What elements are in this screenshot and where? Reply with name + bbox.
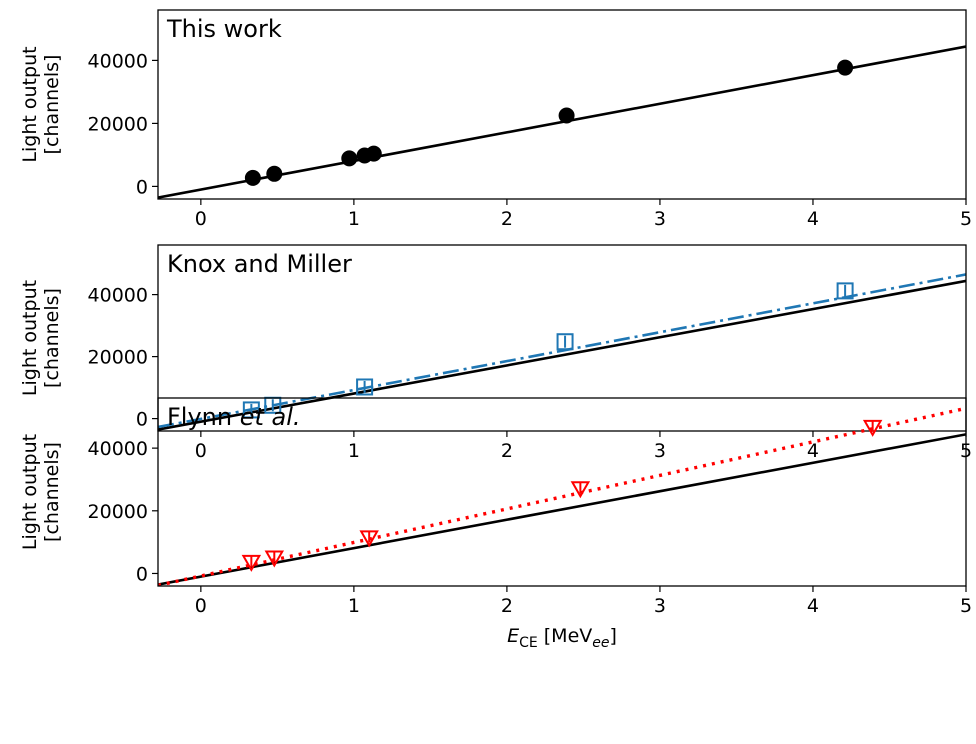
data-point [558,107,575,124]
y-tick-label: 40000 [88,438,148,460]
x-tick-label: 0 [195,440,207,462]
panel-this-work: 0 1 2 3 4 5 0 20000 40000 Light output [channels] T… [19,9,972,230]
x-tick-label: 1 [348,440,360,462]
x-tick-label: 4 [807,440,819,462]
panel-title-emphasis: et al. [240,403,301,431]
x-tick-label: 1 [348,595,360,617]
panel-title: Flynn et al. [167,403,301,431]
data-point [365,145,382,162]
y-axis-label-units: [channels] [41,288,63,388]
panel-title: Knox and Miller [167,250,352,278]
x-tick-label: 4 [807,595,819,617]
y-tick-label: 0 [136,176,148,198]
panel-title: This work [166,15,282,43]
y-tick-label: 0 [136,409,148,431]
panel-title-text: Flynn [167,403,240,431]
y-tick-label: 20000 [88,113,148,135]
data-point [837,59,854,76]
data-point [266,165,283,182]
x-axis-label-unit-close: ] [610,625,617,647]
data-point [341,150,358,167]
x-tick-label: 2 [501,440,513,462]
data-point [556,333,574,351]
x-tick-label: 5 [960,595,972,617]
x-tick-label: 4 [807,208,819,230]
data-point [836,282,854,300]
x-tick-label: 2 [501,595,513,617]
x-axis-label: ECE [MeVee] [507,625,617,651]
x-tick-label: 1 [348,208,360,230]
x-axis-label-subscript: CE [519,635,538,651]
y-axis-label: Light output [19,434,41,550]
panel-title-text: Knox and Miller [167,250,352,278]
x-tick-label: 3 [654,208,666,230]
reference-fit-line [158,433,966,586]
panel-flynn-et-al: 0 1 2 3 4 5 0 20000 40000 Light output [channels] F… [19,397,972,651]
plot-area [158,45,966,199]
data-point [244,169,261,186]
y-axis-label-units: [channels] [41,442,63,542]
y-tick-label: 40000 [88,285,148,307]
reference-fit-line [158,279,966,431]
y-axis-label: Light output [19,46,41,162]
x-tick-label: 3 [654,595,666,617]
x-axis-label-unit: [MeV [538,625,593,647]
x-tick-label: 0 [195,208,207,230]
x-tick-label: 5 [960,208,972,230]
plot-area [158,273,966,431]
series-fit-line [158,273,966,429]
axes-frame [157,397,967,587]
y-tick-label: 20000 [88,347,148,369]
data-point [242,401,260,419]
series-fit-line [158,406,966,586]
y-tick-label: 40000 [88,50,148,72]
axes-frame [157,244,967,432]
panel-title-text: This work [166,15,282,43]
data-point [356,378,374,396]
y-tick-label: 20000 [88,501,148,523]
axes-frame [157,9,967,200]
y-tick-label: 0 [136,563,148,585]
y-axis-label: Light output [19,280,41,396]
y-axis-label-units: [channels] [41,55,63,155]
x-tick-label: 2 [501,208,513,230]
x-tick-label: 3 [654,440,666,462]
x-axis-label-unit-subscript: ee [592,635,609,651]
x-axis-label-symbol: E [507,625,519,647]
x-tick-label: 0 [195,595,207,617]
plot-area [158,406,966,586]
